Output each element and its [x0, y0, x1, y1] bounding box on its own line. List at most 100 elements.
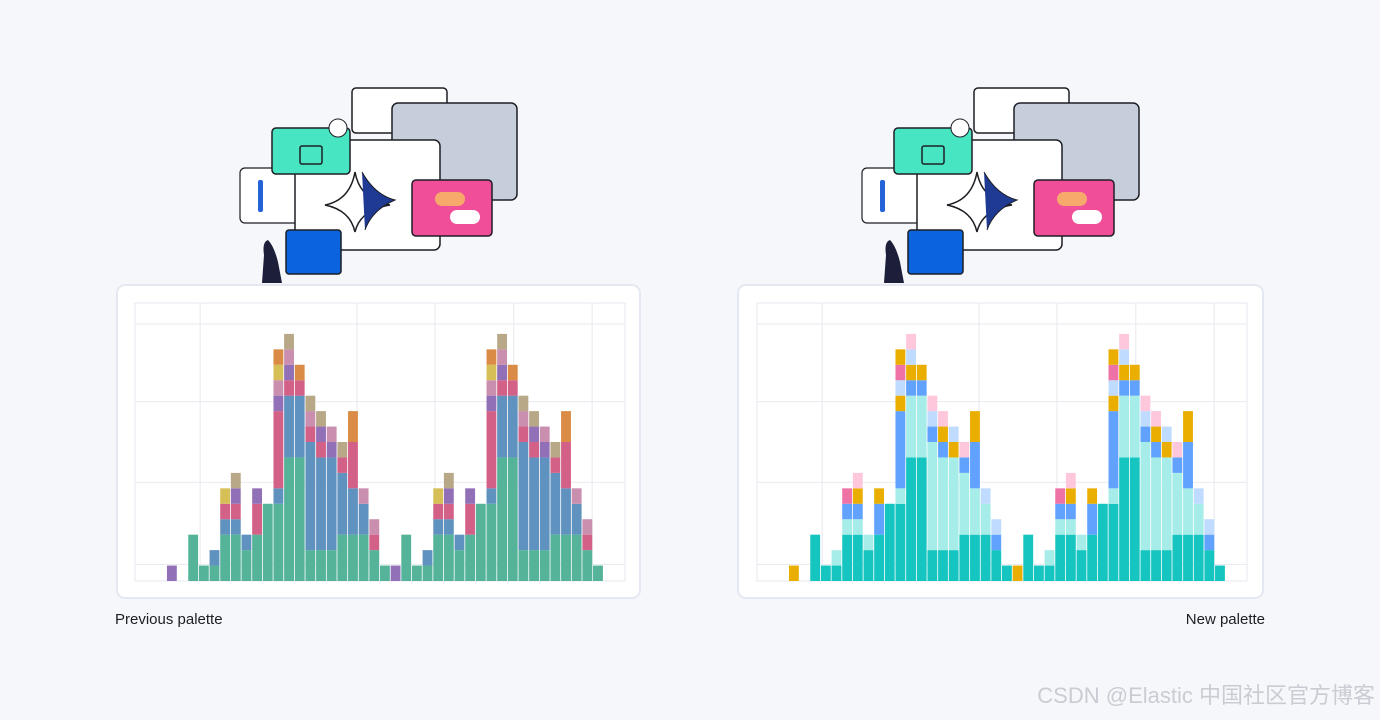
bar-segment — [1044, 550, 1055, 566]
bar-segment — [1097, 503, 1108, 581]
bar-segment — [938, 550, 948, 581]
bar-segment — [294, 364, 305, 381]
bar-segment — [358, 488, 369, 504]
bar-segment — [1172, 457, 1183, 473]
bar-segment — [273, 349, 284, 365]
bar-segment — [895, 503, 906, 581]
bar-segment — [874, 488, 885, 504]
bar-segment — [916, 395, 927, 458]
bar-segment — [316, 442, 326, 458]
bar-segment — [1055, 488, 1066, 504]
bar-segment — [316, 550, 326, 581]
bar-segment — [358, 503, 369, 535]
bar-segment — [252, 503, 263, 535]
bar-segment — [948, 426, 959, 442]
bar-segment — [348, 534, 358, 581]
bar-segment — [906, 333, 916, 350]
bar-segment — [927, 442, 938, 551]
bar-segment — [486, 380, 497, 396]
bar-segment — [593, 565, 603, 581]
bar-segment — [980, 488, 991, 504]
bar-segment — [518, 426, 529, 442]
bar-segment — [1129, 457, 1140, 581]
bar-segment — [895, 488, 906, 504]
bar-segment — [970, 442, 980, 489]
bar-segment — [1129, 380, 1140, 396]
bar-segment — [1023, 534, 1034, 581]
bar-segment — [486, 411, 497, 489]
bar-segment — [220, 519, 231, 535]
bar-segment — [529, 442, 539, 458]
bar-segment — [959, 457, 970, 473]
bar-segment — [507, 457, 518, 581]
bar-segment — [284, 380, 294, 396]
bar-segment — [1183, 488, 1193, 535]
bar-segment — [1172, 442, 1183, 458]
bar-segment — [1119, 349, 1130, 365]
bar-segment — [1183, 442, 1193, 489]
bar-segment — [959, 534, 970, 581]
bar-segment — [959, 442, 970, 458]
bar-segment — [337, 442, 348, 458]
bar-segment — [906, 457, 916, 581]
bar-segment — [991, 550, 1002, 581]
bar-segment — [518, 442, 529, 551]
bar-segment — [582, 550, 593, 581]
bar-segment — [433, 503, 444, 520]
bar-segment — [842, 488, 853, 504]
bar-segment — [1129, 364, 1140, 381]
bar-segment — [842, 503, 853, 520]
bar-segment — [166, 565, 177, 581]
bar-segment — [895, 380, 906, 396]
bar-segment — [433, 519, 444, 535]
bar-segment — [411, 565, 422, 581]
bar-segment — [262, 503, 273, 581]
bar-segment — [326, 550, 337, 581]
bar-segment — [874, 534, 885, 581]
bar-segment — [230, 472, 241, 489]
bar-segment — [1119, 380, 1130, 396]
bar-segment — [433, 534, 444, 581]
bar-segment — [422, 550, 433, 566]
bar-segment — [927, 411, 938, 427]
bar-segment — [927, 550, 938, 581]
bar-segment — [529, 411, 539, 427]
bar-segment — [252, 534, 263, 581]
bar-segment — [539, 442, 550, 458]
bar-segment — [294, 380, 305, 396]
bar-segment — [220, 488, 231, 504]
bar-segment — [938, 426, 948, 442]
bar-segment — [284, 395, 294, 458]
bar-segment — [561, 534, 571, 581]
bar-segment — [529, 426, 539, 442]
bar-segment — [970, 488, 980, 535]
bar-segment — [916, 457, 927, 581]
bar-segment — [571, 488, 582, 504]
bar-segment — [1172, 472, 1183, 535]
bar-segment — [1140, 411, 1151, 427]
bar-segment — [906, 364, 916, 381]
bar-segment — [305, 395, 316, 412]
bar-segment — [337, 534, 348, 581]
bar-segment — [358, 534, 369, 581]
bar-segment — [1087, 488, 1098, 504]
bar-segment — [486, 395, 497, 412]
bar-segment — [852, 503, 863, 520]
bar-segment — [518, 411, 529, 427]
bar-segment — [852, 519, 863, 535]
bar-segment — [230, 488, 241, 504]
bar-segment — [465, 503, 476, 535]
bar-segment — [571, 534, 582, 581]
bar-segment — [582, 519, 593, 535]
bar-segment — [230, 519, 241, 535]
bar-segment — [209, 565, 220, 581]
bar-segment — [938, 457, 948, 551]
watermark: CSDN @Elastic 中国社区官方博客 — [1037, 683, 1375, 708]
bar-segment — [1002, 565, 1012, 581]
bar-segment — [916, 364, 927, 381]
bar-segment — [1183, 411, 1193, 442]
bar-segment — [1108, 380, 1119, 396]
bar-segment — [820, 565, 831, 581]
bar-segment — [475, 503, 486, 581]
